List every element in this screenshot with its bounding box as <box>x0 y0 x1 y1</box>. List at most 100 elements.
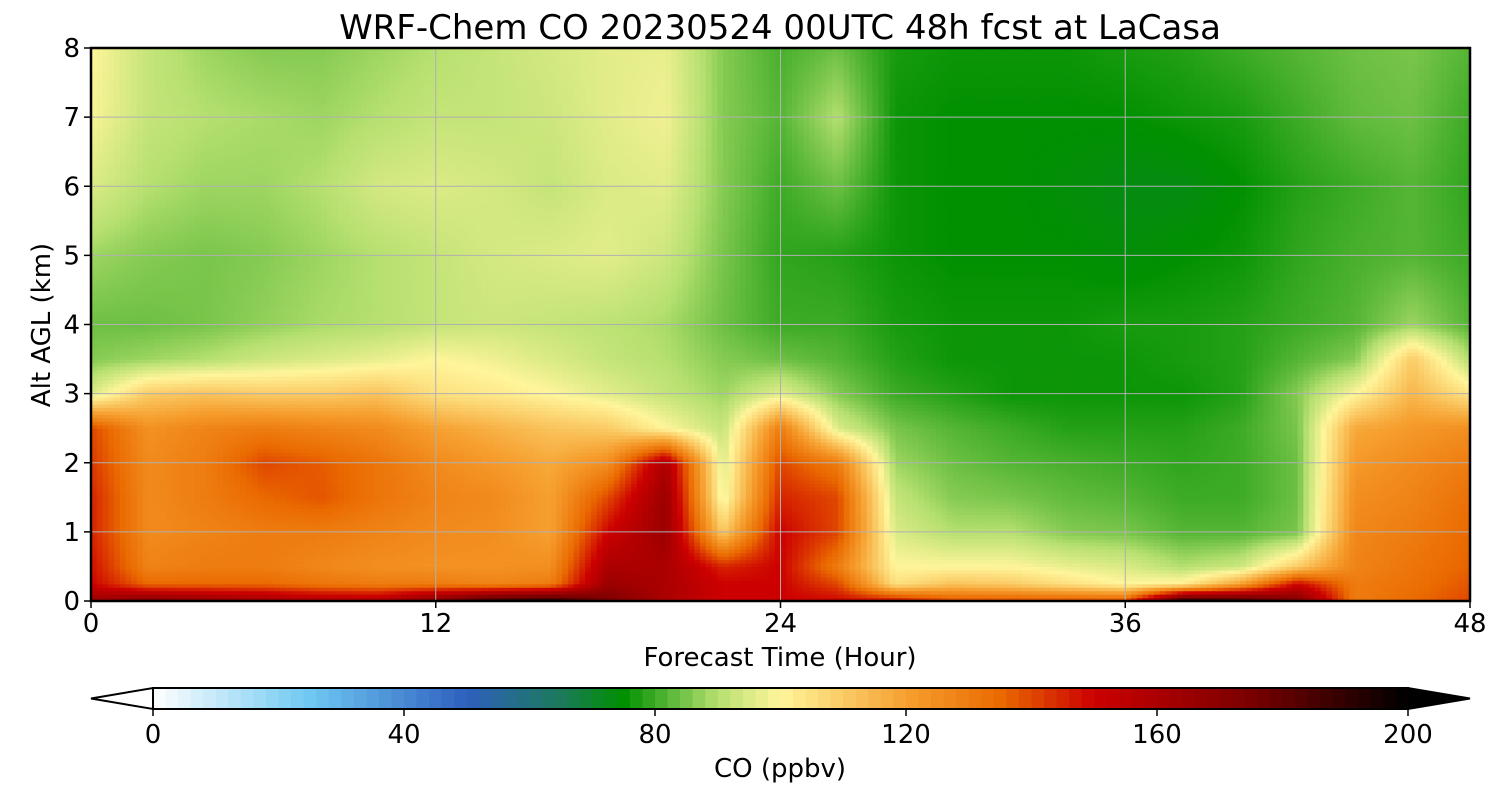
heatmap-cell <box>1016 587 1023 592</box>
heatmap-cell <box>585 573 592 578</box>
heatmap-cell <box>1004 556 1011 561</box>
heatmap-cell <box>952 590 960 595</box>
heatmap-cell <box>763 587 770 592</box>
heatmap-cell <box>1148 573 1155 578</box>
heatmap-cell <box>205 590 213 595</box>
heatmap-cell <box>855 569 862 574</box>
heatmap-cell <box>1366 569 1373 574</box>
heatmap-cell <box>257 573 264 578</box>
heatmap-cell <box>1108 576 1115 581</box>
heatmap-cell <box>1056 566 1063 571</box>
heatmap-cell <box>608 573 615 578</box>
heatmap-cell <box>1205 569 1213 574</box>
heatmap-cell <box>217 590 224 595</box>
heatmap-cell <box>1251 573 1259 578</box>
heatmap-cell <box>148 531 155 536</box>
heatmap-cell <box>987 597 994 602</box>
heatmap-cell <box>1452 566 1460 571</box>
heatmap-cell <box>1171 559 1178 564</box>
heatmap-cell <box>441 569 448 574</box>
heatmap-cell <box>654 538 661 543</box>
heatmap-cell <box>1297 569 1304 574</box>
heatmap-cell <box>182 531 190 536</box>
heatmap-cell <box>1062 531 1069 536</box>
heatmap-cell <box>510 590 517 595</box>
heatmap-cell <box>866 556 874 561</box>
heatmap-cell <box>855 587 862 592</box>
heatmap-cell <box>521 590 529 595</box>
heatmap-cell <box>171 552 178 557</box>
heatmap-cell <box>625 576 632 581</box>
heatmap-cell <box>562 552 569 557</box>
heatmap-cell <box>355 573 362 578</box>
heatmap-cell <box>1125 549 1132 554</box>
heatmap-cell <box>1090 545 1098 550</box>
heatmap-cell <box>1176 590 1184 595</box>
heatmap-cell <box>91 580 98 585</box>
heatmap-cell <box>786 531 793 536</box>
heatmap-cell <box>596 538 603 543</box>
heatmap-cell <box>251 562 259 568</box>
heatmap-cell <box>194 583 201 588</box>
heatmap-cell <box>1257 562 1264 568</box>
heatmap-cell <box>1268 562 1276 568</box>
heatmap-cell <box>1136 542 1144 547</box>
heatmap-cell <box>309 594 316 599</box>
heatmap-cell <box>1090 573 1098 578</box>
heatmap-cell <box>550 576 558 581</box>
heatmap-cell <box>395 566 402 571</box>
heatmap-cell <box>1401 545 1408 550</box>
heatmap-cell <box>1297 549 1304 554</box>
heatmap-cell <box>855 531 862 536</box>
heatmap-cell <box>751 583 759 588</box>
heatmap-cell <box>1320 576 1327 581</box>
heatmap-cell <box>567 590 575 595</box>
heatmap-cell <box>1389 576 1396 581</box>
heatmap-cell <box>1039 583 1046 588</box>
heatmap-cell <box>837 542 845 547</box>
heatmap-cell <box>1286 549 1293 554</box>
heatmap-cell <box>860 594 868 599</box>
heatmap-cell <box>159 531 167 536</box>
heatmap-cell <box>1119 583 1126 588</box>
heatmap-cell <box>96 545 104 550</box>
heatmap-cell <box>424 549 431 554</box>
heatmap-cell <box>263 559 270 564</box>
heatmap-cell <box>91 590 98 595</box>
heatmap-cell <box>757 549 764 554</box>
heatmap-cell <box>1199 580 1207 585</box>
heatmap-cell <box>355 545 362 550</box>
heatmap-cell <box>1159 569 1167 574</box>
heatmap-cell <box>326 576 333 581</box>
heatmap-cell <box>1309 576 1316 581</box>
heatmap-cell <box>1067 573 1075 578</box>
heatmap-cell <box>849 576 856 581</box>
heatmap-cell <box>1406 562 1414 568</box>
heatmap-cell <box>855 556 862 561</box>
heatmap-cell <box>550 573 558 578</box>
heatmap-cell <box>131 535 138 540</box>
heatmap-cell <box>958 545 965 550</box>
heatmap-cell <box>96 597 104 602</box>
heatmap-cell <box>1050 573 1057 578</box>
heatmap-cell <box>188 559 196 564</box>
heatmap-cell <box>395 576 402 581</box>
heatmap-cell <box>1418 545 1425 550</box>
heatmap-cell <box>320 545 328 550</box>
heatmap-cell <box>671 583 678 588</box>
heatmap-cell <box>803 549 810 554</box>
heatmap-cell <box>487 559 494 564</box>
heatmap-cell <box>1033 597 1040 602</box>
heatmap-cell <box>1021 583 1029 588</box>
heatmap-cell <box>91 566 98 571</box>
heatmap-cell <box>590 549 598 554</box>
heatmap-cell <box>1245 590 1253 595</box>
heatmap-cell <box>1378 569 1385 574</box>
heatmap-cell <box>723 549 730 554</box>
heatmap-cell <box>723 552 730 557</box>
heatmap-cell <box>240 542 247 547</box>
heatmap-cell <box>1268 531 1276 536</box>
heatmap-cell <box>1079 583 1086 588</box>
heatmap-cell <box>1257 587 1264 592</box>
heatmap-cell <box>171 531 178 536</box>
